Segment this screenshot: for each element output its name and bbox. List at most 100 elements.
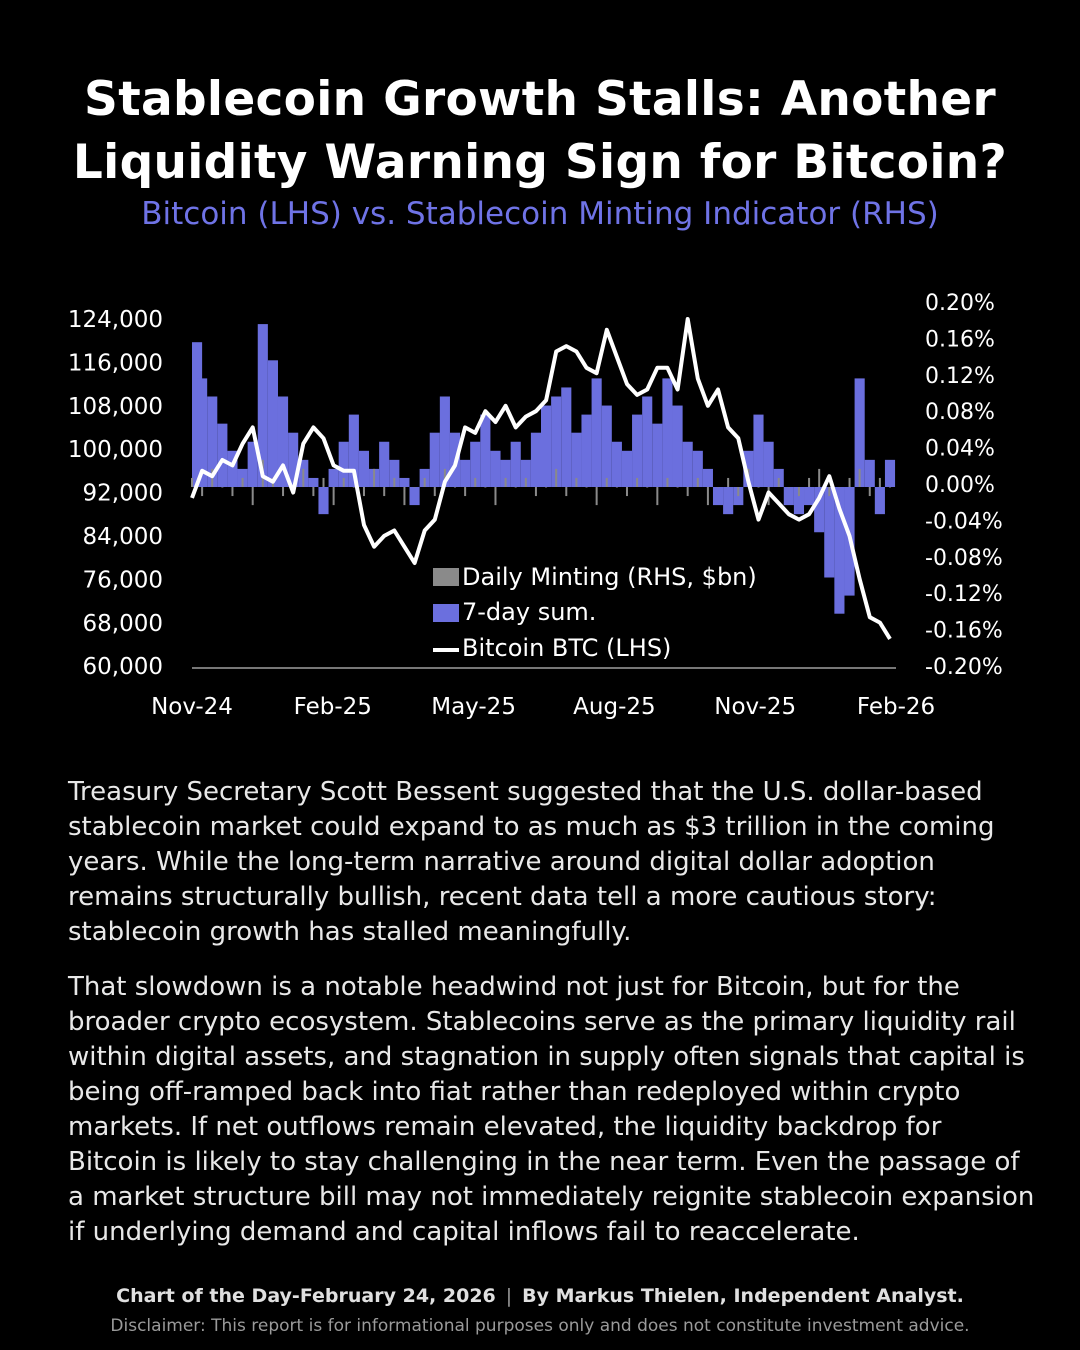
daily-minting-bar — [302, 468, 305, 487]
x-tick-label: Nov-25 — [714, 694, 796, 720]
legend-label-btc: Bitcoin BTC (LHS) — [462, 634, 671, 662]
sum7-bar — [328, 468, 339, 487]
sum7-bar — [197, 378, 208, 487]
legend-label-daily: Daily Minting (RHS, $bn) — [462, 563, 757, 591]
sum7-bar — [884, 459, 896, 487]
daily-minting-bar — [383, 487, 386, 497]
daily-minting-bar — [858, 468, 861, 487]
left-tick-label: 100,000 — [68, 437, 163, 463]
sum7-bar — [207, 396, 218, 487]
sum7-bar — [500, 459, 511, 487]
sum7-bar — [712, 487, 724, 506]
daily-minting-bar — [282, 487, 285, 497]
daily-minting-bar — [362, 487, 365, 497]
sum7-bar — [763, 441, 774, 487]
right-tick-label: 0.04% — [925, 437, 995, 462]
left-tick-label: 92,000 — [83, 481, 163, 507]
sum7-bar — [429, 432, 440, 487]
daily-minting-bar — [524, 477, 527, 487]
sum7-bar — [632, 414, 643, 487]
sum7-bar — [723, 487, 734, 515]
sum7-bar — [571, 432, 582, 487]
left-tick-label: 60,000 — [83, 654, 163, 680]
right-tick-label: 0.16% — [925, 327, 995, 352]
sum7-bar — [460, 459, 471, 487]
daily-minting-bar — [585, 487, 588, 488]
daily-minting-bar — [342, 477, 345, 487]
daily-minting-bar — [889, 487, 891, 488]
daily-minting-bar — [423, 477, 426, 487]
sum7-bar — [227, 450, 238, 487]
daily-minting-bar — [686, 487, 689, 497]
sum7-bar — [692, 450, 703, 487]
sum7-bar — [358, 450, 370, 487]
sum7-bar — [288, 432, 299, 487]
daily-minting-bar — [615, 487, 618, 488]
footer-separator: | — [505, 1285, 513, 1307]
daily-minting-bar — [413, 487, 416, 488]
sum7-bar — [591, 378, 602, 487]
daily-minting-bar — [838, 487, 841, 488]
daily-minting-bar — [808, 477, 811, 487]
title-line-2: Liquidity Warning Sign for Bitcoin? — [72, 135, 1008, 190]
x-tick-label: Feb-26 — [857, 694, 935, 720]
daily-minting-bar — [352, 487, 355, 488]
x-tick-label: Aug-25 — [573, 694, 655, 720]
daily-minting-bar — [332, 487, 335, 506]
daily-minting-bar — [534, 487, 537, 497]
daily-minting-bar — [504, 477, 507, 487]
sum7-bar — [793, 487, 805, 515]
daily-minting-bar — [555, 468, 558, 487]
daily-minting-bar — [312, 487, 315, 497]
right-tick-label: -0.12% — [925, 582, 1003, 607]
daily-minting-bar — [464, 487, 467, 497]
legend-label-sum7: 7-day sum. — [462, 598, 596, 626]
daily-minting-bar — [878, 477, 881, 487]
daily-minting-bar — [484, 487, 487, 488]
sum7-bar — [702, 468, 713, 487]
sum7-bar — [389, 459, 400, 487]
sum7-bar — [854, 378, 865, 487]
legend-swatch-sum7 — [433, 604, 459, 622]
daily-minting-bar — [575, 477, 578, 487]
daily-minting-bar — [797, 487, 800, 497]
page-title: Stablecoin Growth Stalls: Another Liquid… — [0, 68, 1080, 194]
daily-minting-bar — [656, 487, 659, 506]
right-tick-label: -0.08% — [925, 546, 1003, 571]
sum7-bar — [672, 405, 683, 487]
sum7-bar — [601, 405, 612, 487]
left-axis: 124,000 116,000 108,000 100,000 92,000 84,000… — [68, 307, 163, 680]
chart-subtitle: Bitcoin (LHS) vs. Stablecoin Minting Ind… — [141, 196, 939, 232]
left-tick-label: 84,000 — [83, 524, 163, 550]
right-tick-label: -0.16% — [925, 619, 1003, 644]
sum7-bar — [530, 432, 541, 487]
sum7-bar — [561, 387, 572, 487]
sum7-bar — [318, 487, 329, 515]
daily-minting-bar — [191, 477, 193, 487]
daily-minting-bar — [322, 477, 325, 487]
daily-minting-bar — [545, 487, 548, 488]
left-tick-label: 68,000 — [83, 611, 163, 637]
right-axis: 0.20% 0.16% 0.12% 0.08% 0.04% 0.00% -0.04% -0.0… — [925, 291, 1003, 680]
daily-minting-bar — [454, 487, 457, 488]
sum7-bar — [824, 487, 835, 578]
daily-minting-bar — [717, 487, 720, 488]
daily-minting-bar — [565, 487, 568, 497]
sum7-bar — [490, 450, 501, 487]
daily-minting-bar — [474, 477, 477, 487]
sum7-bar — [338, 441, 349, 487]
chart: 124,000 116,000 108,000 100,000 92,000 84,000… — [68, 291, 1003, 720]
x-tick-label: Nov-24 — [151, 694, 233, 720]
daily-minting-bar — [433, 487, 436, 497]
sum7-bar — [834, 487, 845, 614]
sum7-bar — [814, 487, 825, 533]
daily-minting-bar — [737, 487, 740, 497]
daily-minting-bar — [636, 477, 639, 487]
daily-minting-bar — [241, 477, 244, 487]
disclaimer: Disclaimer: This report is for informati… — [110, 1316, 970, 1336]
daily-minting-bar — [605, 477, 608, 487]
daily-minting-bar — [706, 487, 709, 506]
btc-line — [190, 317, 892, 640]
right-tick-label: 0.08% — [925, 400, 995, 425]
chart-of-day-label: Chart of the Day-February 24, 2026 — [116, 1285, 496, 1307]
